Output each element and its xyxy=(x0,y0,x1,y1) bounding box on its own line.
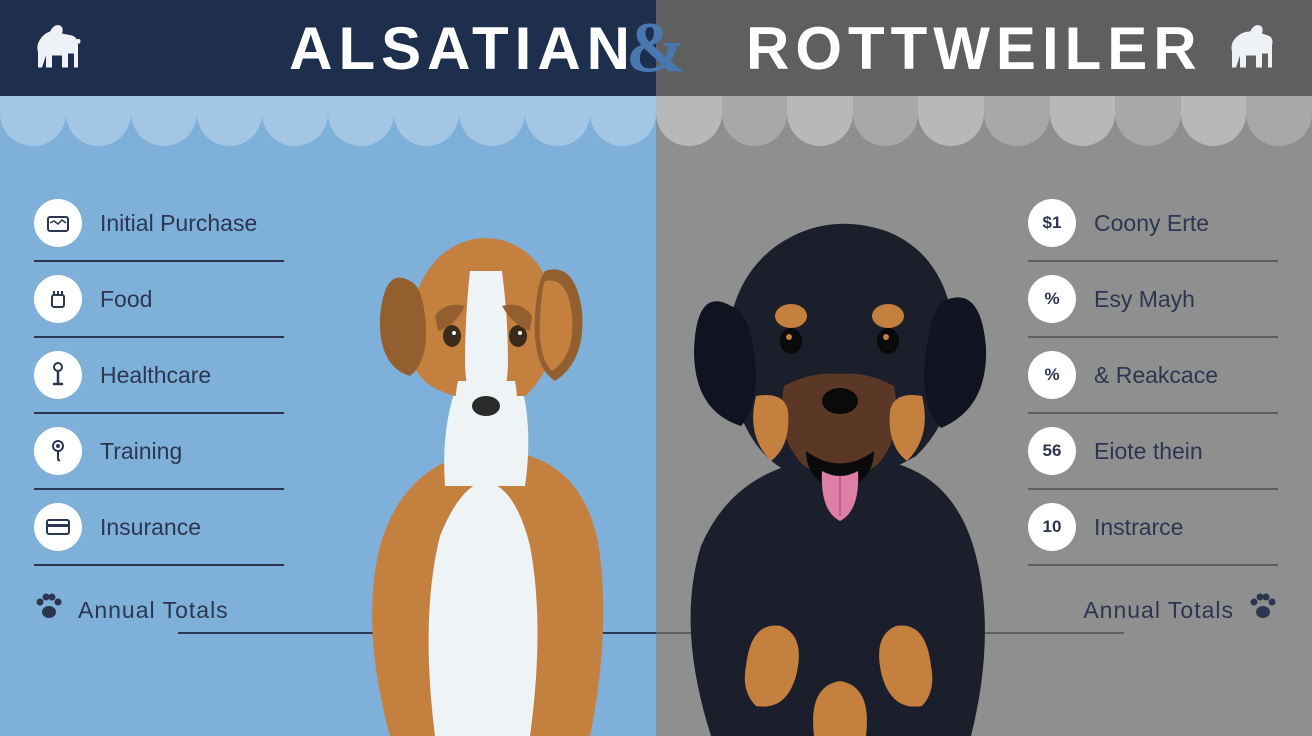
cost-label: Healthcare xyxy=(100,362,211,389)
list-item: Training xyxy=(34,414,284,490)
left-breed-title: ALSATIAN xyxy=(289,14,636,83)
health-icon xyxy=(34,351,82,399)
header-right: ROTTWEILER xyxy=(656,0,1312,96)
left-scallop-border xyxy=(0,96,656,146)
credit-icon xyxy=(34,503,82,551)
list-item: Initial Purchase xyxy=(34,186,284,262)
cost-label: & Reakcace xyxy=(1094,362,1218,389)
card-icon xyxy=(34,199,82,247)
totals-label: Annual Totals xyxy=(78,597,229,624)
cost-label: Insurance xyxy=(100,514,201,541)
cost-label: Initial Purchase xyxy=(100,210,257,237)
alsatian-panel: Initial Purchase Food Healthcare Trainin… xyxy=(0,96,656,736)
rottweiler-illustration xyxy=(656,176,1076,736)
cost-label: Esy Mayh xyxy=(1094,286,1195,313)
alsatian-totals: Annual Totals xyxy=(34,592,284,628)
header-left: ALSATIAN xyxy=(0,0,656,96)
comparison-header: ALSATIAN & ROTTWEILER xyxy=(0,0,1312,96)
paw-icon xyxy=(34,592,64,628)
right-breed-title: ROTTWEILER xyxy=(746,14,1203,83)
cost-label: Instrarce xyxy=(1094,514,1183,541)
lock-icon xyxy=(34,427,82,475)
cost-label: Food xyxy=(100,286,152,313)
alsatian-cost-list: Initial Purchase Food Healthcare Trainin… xyxy=(34,186,284,628)
cost-label: Coony Erte xyxy=(1094,210,1209,237)
alsatian-illustration xyxy=(270,186,656,736)
right-scallop-border xyxy=(656,96,1312,146)
alsatian-silhouette-icon xyxy=(28,18,92,79)
list-item: Insurance xyxy=(34,490,284,566)
cost-label: Training xyxy=(100,438,182,465)
totals-label: Annual Totals xyxy=(1083,597,1234,624)
cost-label: Eiote thein xyxy=(1094,438,1203,465)
rottweiler-silhouette-icon xyxy=(1220,18,1284,79)
rottweiler-panel: $1 Coony Erte % Esy Mayh % & Reakcace 56… xyxy=(656,96,1312,736)
paw-icon xyxy=(1248,592,1278,628)
list-item: Food xyxy=(34,262,284,338)
comparison-body: Initial Purchase Food Healthcare Trainin… xyxy=(0,96,1312,736)
list-item: Healthcare xyxy=(34,338,284,414)
food-icon xyxy=(34,275,82,323)
ampersand-separator: & xyxy=(626,7,686,90)
